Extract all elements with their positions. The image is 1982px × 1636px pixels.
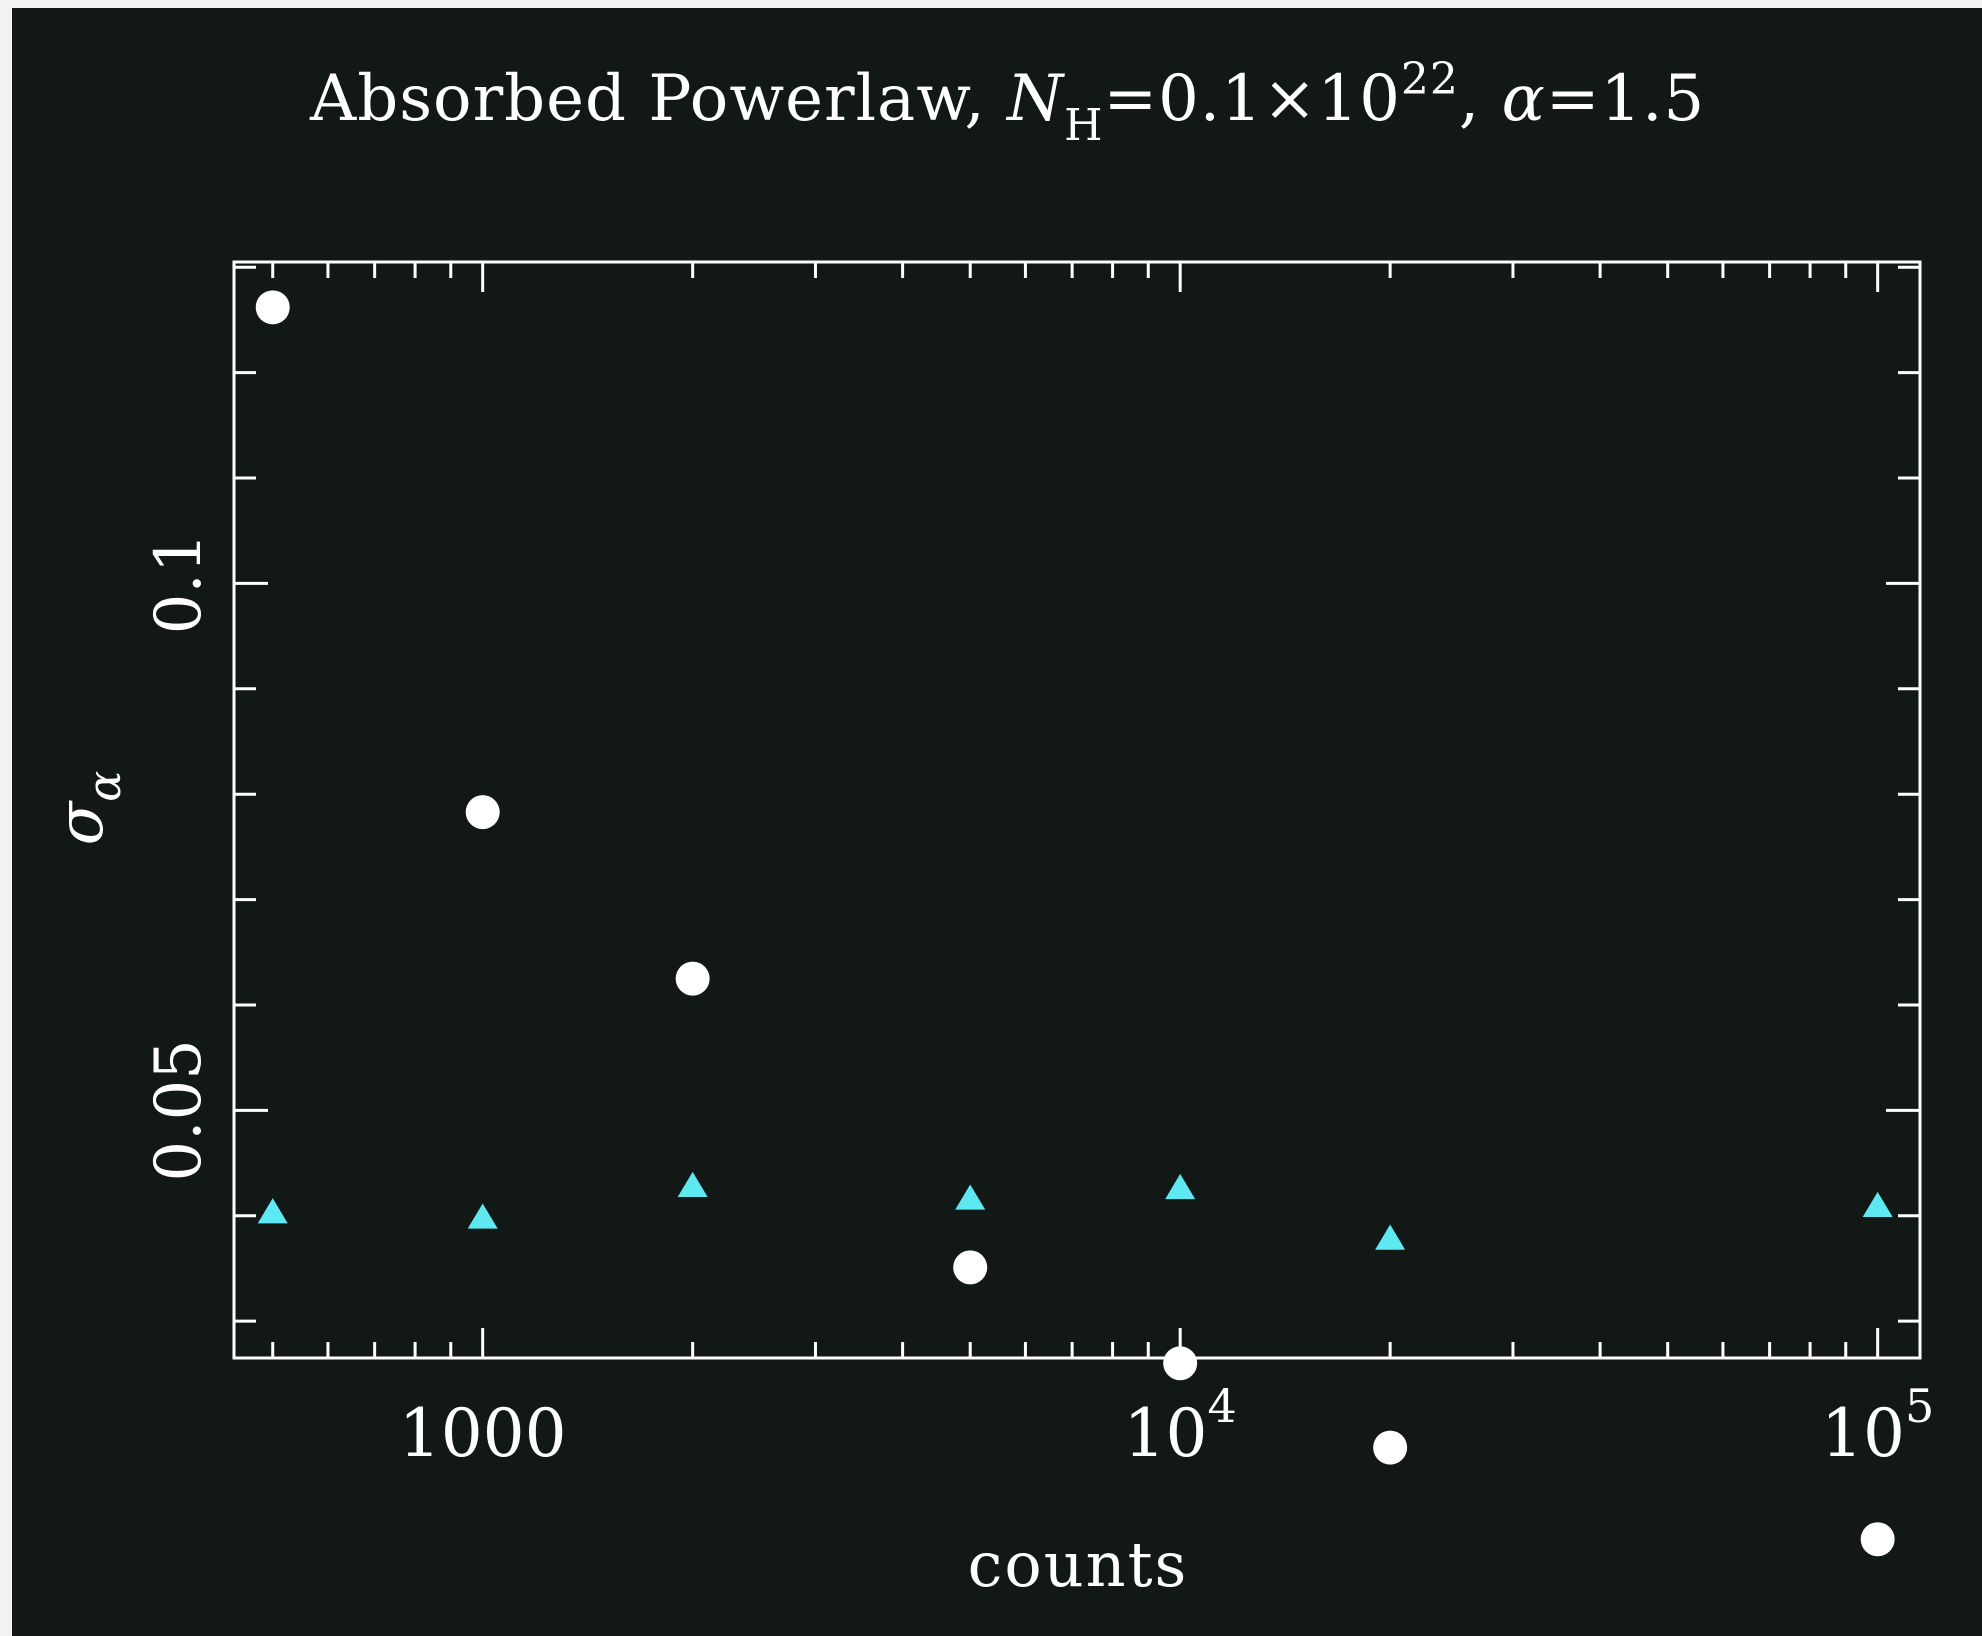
y-label-symbol: σ [44, 799, 118, 845]
x-tick-label-exponent: 5 [1905, 1379, 1934, 1433]
axis-ticks [234, 262, 1920, 1358]
title-separator: , [1459, 62, 1502, 136]
data-point-circle [1373, 1430, 1408, 1465]
title-alpha-symbol: α [1502, 62, 1546, 136]
y-label-subscript: α [77, 771, 131, 802]
x-tick-label-exponent: 4 [1208, 1379, 1237, 1433]
y-tick-label: 0.05 [142, 1039, 216, 1182]
title-nh-value: =0.1×10 [1103, 62, 1400, 136]
title-nh-subscript: H [1064, 100, 1103, 151]
x-tick-label-base: 10 [1821, 1395, 1905, 1472]
data-point-circle [465, 795, 500, 830]
y-axis-label: σα [44, 771, 131, 846]
data-point-circle [1860, 1522, 1895, 1557]
title-nh-exponent: 22 [1401, 54, 1459, 105]
data-point-circle [255, 290, 290, 325]
y-tick-labels: 0.05 0.1 [142, 533, 216, 1182]
x-tick-label: 1000 [399, 1395, 567, 1472]
data-point-circle [953, 1250, 988, 1285]
data-point-triangle [677, 1171, 708, 1198]
chart-frame: Absorbed Powerlaw, NH=0.1×1022, α=1.5 10… [12, 8, 1982, 1636]
x-tick-label-base: 1000 [399, 1395, 567, 1472]
x-tick-label: 105 [1821, 1379, 1934, 1472]
data-point-triangle [1862, 1191, 1893, 1218]
data-point-triangle [1165, 1173, 1196, 1200]
data-point-circle [1163, 1346, 1198, 1381]
data-point-triangle [1375, 1224, 1406, 1250]
x-tick-label-base: 10 [1124, 1395, 1208, 1472]
data-point-triangle [257, 1198, 288, 1224]
data-point-circle [675, 961, 710, 996]
data-point-triangle [955, 1184, 986, 1210]
scatter-chart: Absorbed Powerlaw, NH=0.1×1022, α=1.5 10… [44, 54, 1935, 1601]
title-prefix: Absorbed Powerlaw, [309, 62, 1007, 136]
x-tick-label: 104 [1124, 1379, 1237, 1472]
y-tick-label: 0.1 [142, 533, 216, 635]
chart-title: Absorbed Powerlaw, NH=0.1×1022, α=1.5 [309, 54, 1705, 151]
data-point-triangle [467, 1203, 498, 1229]
title-alpha-value: =1.5 [1546, 62, 1705, 136]
title-nh-symbol: N [1005, 62, 1065, 136]
x-axis-label: counts [968, 1528, 1189, 1601]
data-points [255, 290, 1895, 1557]
plot-area-border [232, 260, 1922, 1360]
x-tick-labels: 1000 104 105 [399, 1379, 1935, 1472]
